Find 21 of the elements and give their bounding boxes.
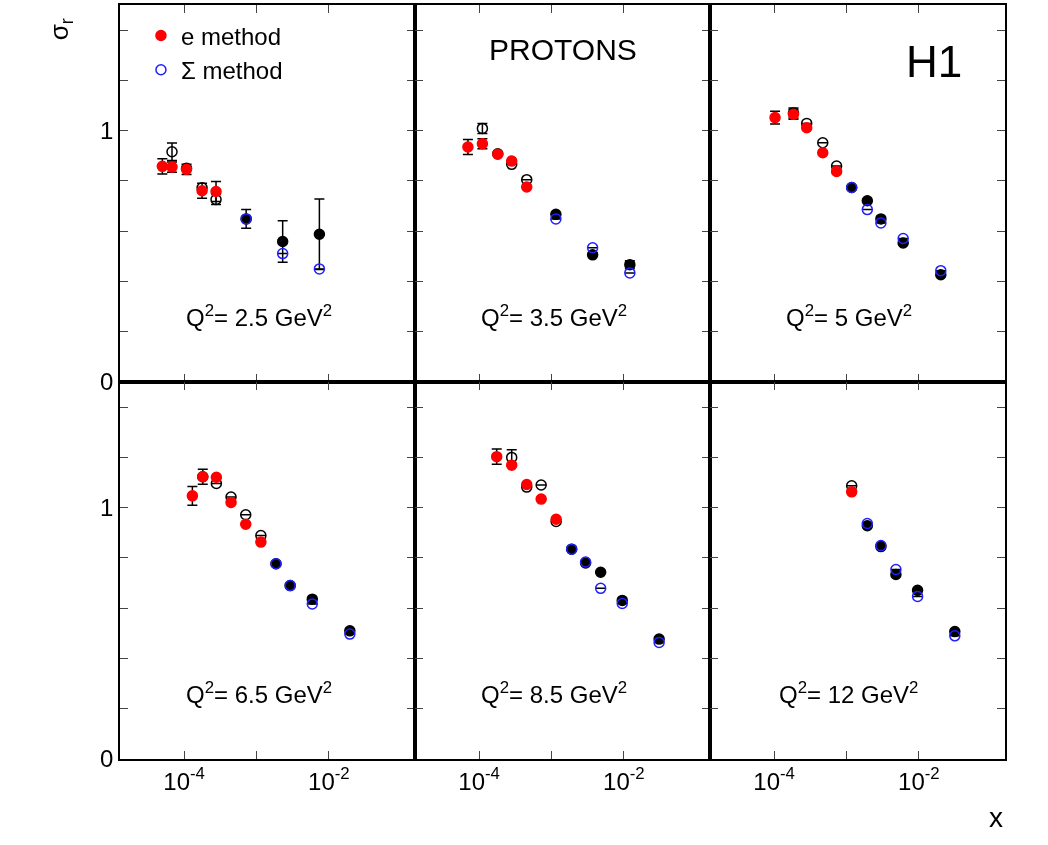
- x-tick-label: 10$^{-4}$: [753, 764, 795, 795]
- y-tick-label: 0: [100, 368, 114, 396]
- x-axis-title: x: [989, 802, 1003, 833]
- legend-label: e method: [180, 22, 282, 50]
- x-tick-label: 10$^{-2}$: [898, 764, 940, 795]
- annotation: Q$^{2}$= 2.5 GeV$^{2}$: [186, 301, 333, 332]
- legend-label: Σ method: [180, 57, 283, 85]
- annotation: Q$^{2}$= 6.5 GeV$^{2}$: [186, 678, 333, 709]
- y-tick-label: 0: [100, 745, 114, 773]
- y-tick-label: 1: [100, 117, 114, 145]
- x-tick-label: 10$^{-2}$: [308, 764, 350, 795]
- annotation: H1: [906, 37, 963, 86]
- annotation: Q$^{2}$= 8.5 GeV$^{2}$: [481, 678, 628, 709]
- x-tick-label: 10$^{-4}$: [458, 764, 500, 795]
- annotation: Q$^{2}$= 12 GeV$^{2}$: [779, 678, 919, 709]
- y-tick-label: 1: [100, 494, 114, 522]
- x-tick-label: 10$^{-4}$: [163, 764, 205, 795]
- annotation: Q$^{2}$= 3.5 GeV$^{2}$: [481, 301, 628, 332]
- annotation: Q$^{2}$= 5 GeV$^{2}$: [786, 301, 913, 332]
- text: PROTONS: [489, 33, 637, 66]
- x-tick-label: 10$^{-2}$: [603, 764, 645, 795]
